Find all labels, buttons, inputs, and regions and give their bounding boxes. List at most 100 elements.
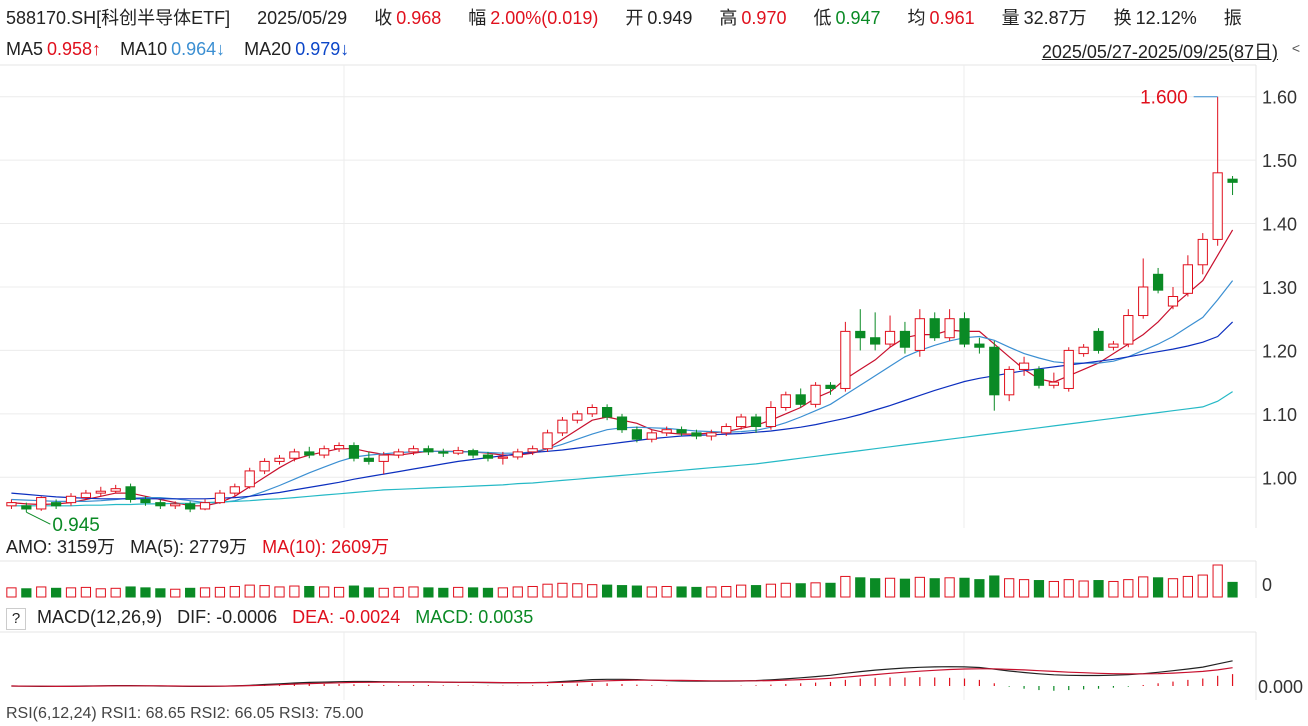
candle — [6, 499, 17, 509]
candle-body — [527, 448, 538, 453]
avg-value: 0.961 — [929, 8, 975, 28]
candle-body — [363, 457, 374, 462]
amo-bar — [572, 583, 583, 598]
candle-body — [676, 429, 687, 434]
avg-label: 均 — [907, 8, 926, 28]
y-tick-label: 1.30 — [1262, 278, 1297, 298]
amo-bar — [244, 584, 255, 598]
ma-line-ma20 — [11, 321, 1234, 500]
amo-bar — [1093, 580, 1104, 598]
close-label: 收 — [374, 8, 393, 28]
amo-bar — [1063, 579, 1074, 598]
amo-bar — [408, 586, 419, 598]
candle — [780, 391, 791, 411]
candle — [646, 429, 657, 443]
change-label: 幅 — [468, 8, 487, 28]
candle — [467, 448, 479, 459]
amo-bar — [155, 588, 166, 598]
candle-body — [914, 318, 925, 351]
candle-body — [438, 451, 449, 454]
amo-bar — [616, 585, 628, 598]
candle-body — [974, 343, 985, 348]
amo-bar — [423, 587, 434, 598]
candle — [870, 312, 881, 351]
amo-bar — [348, 585, 360, 598]
amo-bar — [691, 586, 702, 598]
candle-body — [661, 429, 672, 434]
candle-body — [1093, 330, 1104, 351]
candle — [840, 321, 851, 392]
candle-body — [1063, 349, 1074, 389]
candle-body — [601, 406, 613, 418]
amo-bar — [929, 578, 940, 598]
symbol-label[interactable]: 588170.SH[科创半导体ETF] — [6, 8, 231, 28]
low-label: 低 — [813, 8, 832, 28]
candle — [65, 493, 77, 506]
candle — [378, 451, 389, 475]
date-range[interactable]: 2025/05/27-2025/09/25(87日) — [1041, 42, 1278, 62]
candle-body — [259, 460, 270, 472]
y-tick-label: 1.40 — [1262, 215, 1297, 235]
amo-bar — [319, 586, 330, 598]
candle-body — [1078, 346, 1089, 355]
macd-title[interactable]: MACD(12,26,9) — [37, 607, 163, 627]
low-value: 0.947 — [835, 8, 881, 28]
help-icon[interactable]: ? — [6, 608, 26, 630]
amo-bar — [601, 584, 613, 598]
candle — [1152, 267, 1164, 294]
amo-bar — [80, 586, 92, 598]
candle — [631, 426, 643, 443]
candle-body — [855, 330, 866, 339]
amo-bar — [110, 587, 121, 598]
candle-body — [765, 406, 777, 428]
candle — [423, 445, 434, 456]
candle — [691, 429, 702, 440]
macd-axis-zero: 0.000 — [1258, 677, 1303, 697]
amo-bar — [378, 587, 389, 598]
candle-body — [1123, 315, 1134, 345]
candle-body — [199, 502, 211, 510]
amo-bar — [780, 582, 791, 598]
collapse-icon[interactable]: < — [1291, 40, 1301, 56]
candle-body — [721, 426, 732, 434]
amo-bar — [959, 577, 970, 598]
amo-bar — [825, 582, 836, 598]
candle — [572, 410, 583, 424]
candle-body — [214, 492, 226, 504]
ma-legend: MA5 0.958↑ MA10 0.964↓ MA20 0.979↓ — [6, 37, 353, 61]
change-value: 2.00%(0.019) — [490, 8, 599, 28]
rsi-legend: RSI(6,12,24) RSI1: 68.65 RSI2: 66.05 RSI… — [6, 705, 364, 722]
candle-body — [870, 337, 881, 345]
candle-body — [810, 384, 821, 405]
y-tick-label: 1.20 — [1262, 341, 1297, 361]
candle-body — [1197, 238, 1208, 266]
amo-bar — [914, 576, 925, 598]
amo-bar — [1138, 576, 1149, 598]
amo-bar — [542, 583, 553, 598]
amo-bar — [6, 587, 17, 598]
amo-bar — [1152, 577, 1164, 598]
min-price-label: 0.945 — [52, 515, 100, 536]
candle — [408, 445, 419, 456]
candle-body — [944, 318, 955, 339]
candle-body — [348, 445, 360, 459]
candle — [795, 388, 806, 408]
amo-bar — [1048, 580, 1059, 598]
candle-body — [6, 502, 17, 507]
candle-body — [65, 495, 77, 504]
amo-bar — [333, 586, 345, 598]
amo-bar — [1227, 581, 1238, 598]
amo-bar — [363, 587, 374, 598]
high-value: 0.970 — [741, 8, 787, 28]
candle — [185, 501, 196, 513]
candle-body — [736, 416, 747, 428]
amo-bar — [870, 578, 881, 598]
amo-bar — [453, 586, 464, 598]
amo-bar — [631, 585, 643, 598]
amo-bar — [765, 583, 777, 598]
amo-bar — [36, 586, 47, 598]
amo-bar — [497, 587, 508, 598]
candle-body — [467, 450, 479, 456]
min-pointer-line — [26, 511, 51, 525]
